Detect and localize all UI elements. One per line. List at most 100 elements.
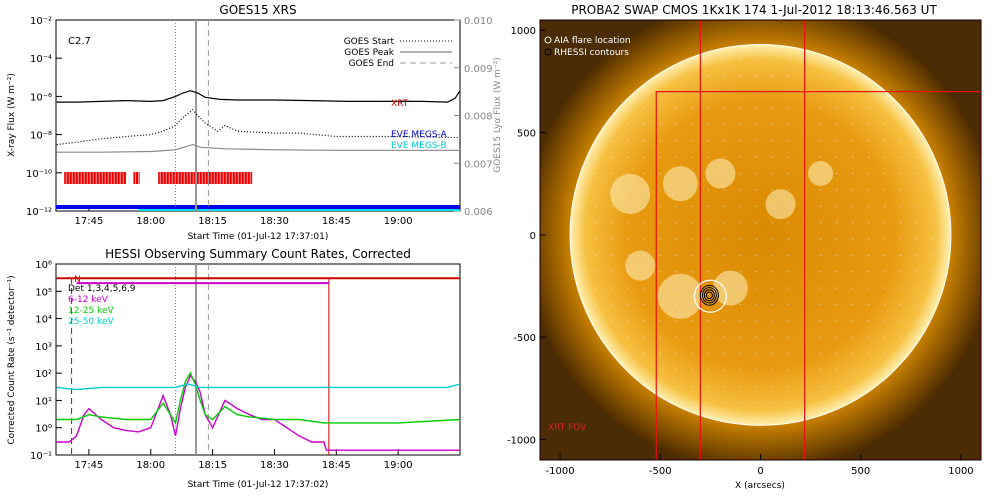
goes-title: GOES15 XRS — [219, 3, 296, 17]
grid-dot — [659, 352, 661, 355]
hessi-legend-det: Det 1,3,4,5,6,9 — [68, 284, 136, 294]
grid-dot — [675, 172, 677, 175]
grid-dot — [868, 369, 870, 371]
grid-dot — [787, 254, 790, 256]
grid-dot — [900, 140, 902, 142]
grid-dot — [932, 271, 934, 273]
grid-dot — [627, 156, 629, 158]
grid-dot — [691, 369, 693, 371]
goes-y-label: X-ray Flux (W m⁻²) — [7, 73, 17, 157]
grid-dot — [595, 287, 597, 289]
grid-dot — [643, 303, 645, 306]
goes-xtick-label: 18:30 — [260, 216, 289, 227]
swap-ytick-label: 1000 — [511, 26, 536, 37]
grid-dot — [771, 369, 774, 371]
grid-dot — [820, 222, 822, 224]
grid-dot — [868, 172, 870, 175]
grid-dot — [884, 303, 886, 306]
grid-dot — [707, 123, 709, 125]
swap-xtick-label: 1000 — [948, 466, 973, 477]
grid-dot — [868, 107, 870, 109]
hessi-series-line-1 — [56, 371, 461, 425]
grid-dot — [932, 254, 934, 256]
goes-event-markers — [174, 20, 209, 211]
grid-dot — [675, 140, 677, 142]
grid-dot — [836, 238, 838, 240]
grid-dot — [611, 287, 613, 289]
grid-dot — [836, 303, 838, 306]
grid-dot — [884, 254, 886, 256]
hessi-series-line-2 — [56, 383, 461, 391]
grid-dot — [787, 303, 790, 306]
grid-dot — [691, 254, 693, 256]
grid-dot — [820, 189, 822, 191]
grid-dot — [627, 336, 629, 338]
grid-dot — [836, 156, 838, 158]
grid-dot — [755, 189, 758, 191]
grid-dot — [836, 74, 838, 76]
grid-dot — [755, 205, 758, 207]
grid-dot — [868, 140, 870, 142]
rhessi-contour-0 — [699, 284, 719, 306]
grid-dot — [820, 287, 822, 289]
goes-y2-label: GOES15 Lyα Flux (W m⁻²) — [493, 57, 503, 173]
goes-ytick-label: 10⁻⁸ — [30, 131, 52, 142]
grid-dot — [755, 352, 758, 355]
grid-dot — [820, 238, 822, 240]
hessi-ytick-label: 10⁴ — [35, 315, 52, 326]
grid-dot — [627, 172, 629, 175]
grid-dot — [900, 320, 902, 322]
grid-dot — [787, 402, 790, 404]
grid-dot — [932, 172, 934, 175]
grid-dot — [787, 205, 790, 207]
sun-disk — [570, 44, 951, 426]
grid-dot — [771, 58, 774, 60]
grid-dot — [852, 222, 854, 224]
grid-dot — [675, 271, 677, 273]
grid-dot — [900, 172, 902, 175]
grid-dot — [755, 238, 758, 240]
grid-dot — [900, 189, 902, 191]
grid-dot — [755, 172, 758, 175]
grid-dot — [787, 385, 790, 387]
grid-dot — [675, 369, 677, 371]
grid-dot — [820, 58, 822, 60]
grid-dot — [868, 189, 870, 191]
grid-dot — [691, 172, 693, 175]
grid-dot — [755, 58, 758, 60]
grid-dot — [916, 320, 918, 322]
grid-dot — [916, 140, 918, 142]
grid-dot — [932, 189, 934, 191]
grid-dot — [643, 222, 645, 224]
grid-dot — [691, 402, 693, 404]
grid-dot — [916, 238, 918, 240]
grid-dot — [739, 287, 742, 289]
grid-dot — [659, 369, 661, 371]
grid-dot — [787, 238, 790, 240]
flare-location — [693, 279, 727, 313]
grid-dot — [771, 418, 774, 420]
grid-dot — [755, 222, 758, 224]
grid-dot — [868, 238, 870, 240]
grid-dot — [611, 271, 613, 273]
grid-dot — [707, 222, 709, 224]
grid-dot — [611, 238, 613, 240]
grid-dot — [691, 238, 693, 240]
grid-dot — [852, 369, 854, 371]
goes-xrt-label: XRT — [391, 99, 409, 109]
grid-dot — [916, 303, 918, 306]
grid-dot — [900, 254, 902, 256]
grid-dot — [627, 189, 629, 191]
goes-ytick-label: 10⁻² — [30, 16, 52, 27]
grid-dot — [820, 254, 822, 256]
goes-eve-b-label: EVE MEGS-B — [391, 141, 447, 151]
grid-dot — [868, 352, 870, 355]
grid-dot — [771, 74, 774, 76]
grid-dot — [787, 74, 790, 76]
grid-dot — [627, 238, 629, 240]
grid-dot — [852, 172, 854, 175]
hessi-x-label: Start Time (01-Jul-12 17:37:02) — [188, 480, 329, 490]
grid-dot — [820, 336, 822, 338]
grid-dot — [643, 156, 645, 158]
grid-dot — [691, 205, 693, 207]
